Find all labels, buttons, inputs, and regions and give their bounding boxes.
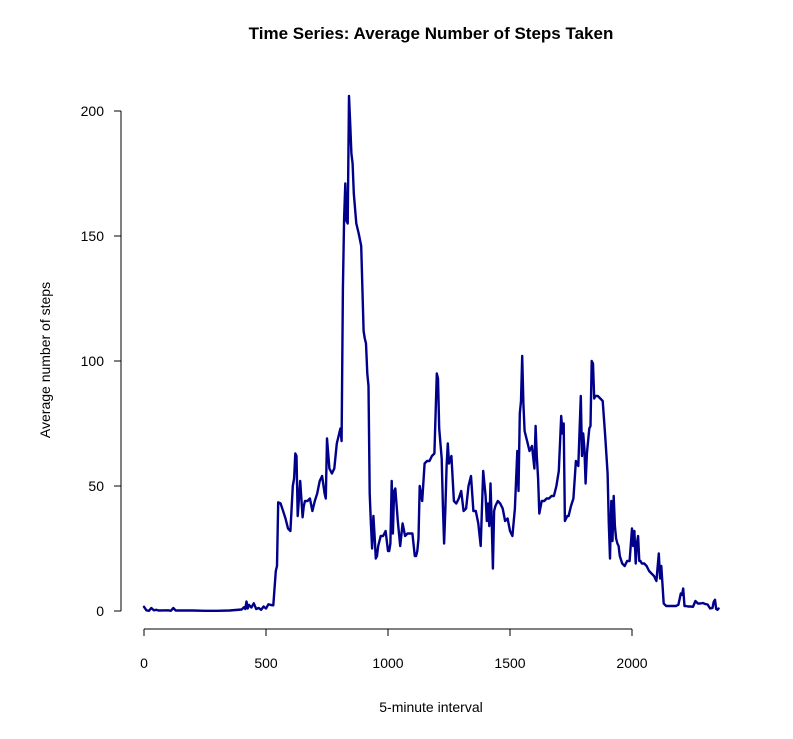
x-tick-label: 500 [254, 655, 278, 671]
x-tick-label: 0 [140, 655, 148, 671]
y-tick-label: 200 [81, 103, 105, 119]
y-tick-label: 100 [81, 353, 105, 369]
series-line [142, 94, 720, 612]
y-tick-label: 50 [88, 478, 104, 494]
x-axis: 0 500 1000 1500 2000 [140, 628, 648, 671]
series-layer [142, 94, 720, 612]
y-tick-label: 150 [81, 228, 105, 244]
y-axis-label: Average number of steps [37, 282, 53, 438]
chart-title: Time Series: Average Number of Steps Tak… [249, 24, 614, 43]
x-tick-label: 1500 [494, 655, 525, 671]
x-tick-label: 2000 [616, 655, 647, 671]
y-axis: 0 50 100 150 200 [81, 103, 122, 619]
x-axis-label: 5-minute interval [379, 699, 483, 715]
y-tick-label: 0 [96, 603, 104, 619]
x-tick-label: 1000 [372, 655, 403, 671]
